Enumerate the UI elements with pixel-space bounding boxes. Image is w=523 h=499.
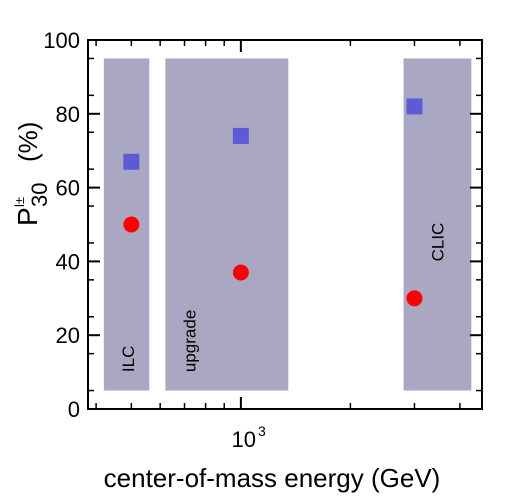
y-tick-label: 0	[68, 397, 80, 422]
circle-point-2	[406, 290, 423, 307]
ticks-layer: 0 20 40 60 80 100	[43, 28, 482, 422]
svg-text:P: P	[12, 207, 43, 226]
y-tick-label: 100	[43, 28, 80, 53]
band-upgrade	[165, 58, 289, 391]
square-point-2	[406, 98, 423, 115]
y-title-unit: (%)	[13, 122, 43, 162]
band-label-upgrade: upgrade	[180, 310, 199, 372]
y-tick-label: 20	[56, 323, 80, 348]
y-tick-label: 40	[56, 249, 80, 274]
square-point-1	[232, 127, 249, 144]
circle-point-0	[123, 216, 140, 233]
band-label-ilc: ILC	[119, 346, 138, 372]
y-tick-label: 80	[56, 102, 80, 127]
plot-frame	[87, 39, 483, 410]
x-axis-title: center-of-mass energy (GeV)	[104, 463, 441, 493]
points-layer	[123, 98, 423, 307]
x-tick-label-1000: 10	[232, 427, 256, 452]
labels-layer: ILC upgrade CLIC	[119, 223, 448, 372]
square-point-0	[123, 153, 140, 170]
y-title-subscript: 30	[27, 183, 52, 207]
x-tick-exponent: 3	[258, 423, 266, 439]
y-tick-label: 60	[56, 176, 80, 201]
y-axis-title: P l± 30 (%)	[12, 122, 52, 226]
x-tick-base: 10	[232, 427, 256, 452]
y-title-base: P	[12, 207, 43, 226]
circle-point-1	[232, 264, 249, 281]
y-title-superscript: l±	[12, 197, 27, 207]
band-label-clic: CLIC	[428, 223, 447, 262]
